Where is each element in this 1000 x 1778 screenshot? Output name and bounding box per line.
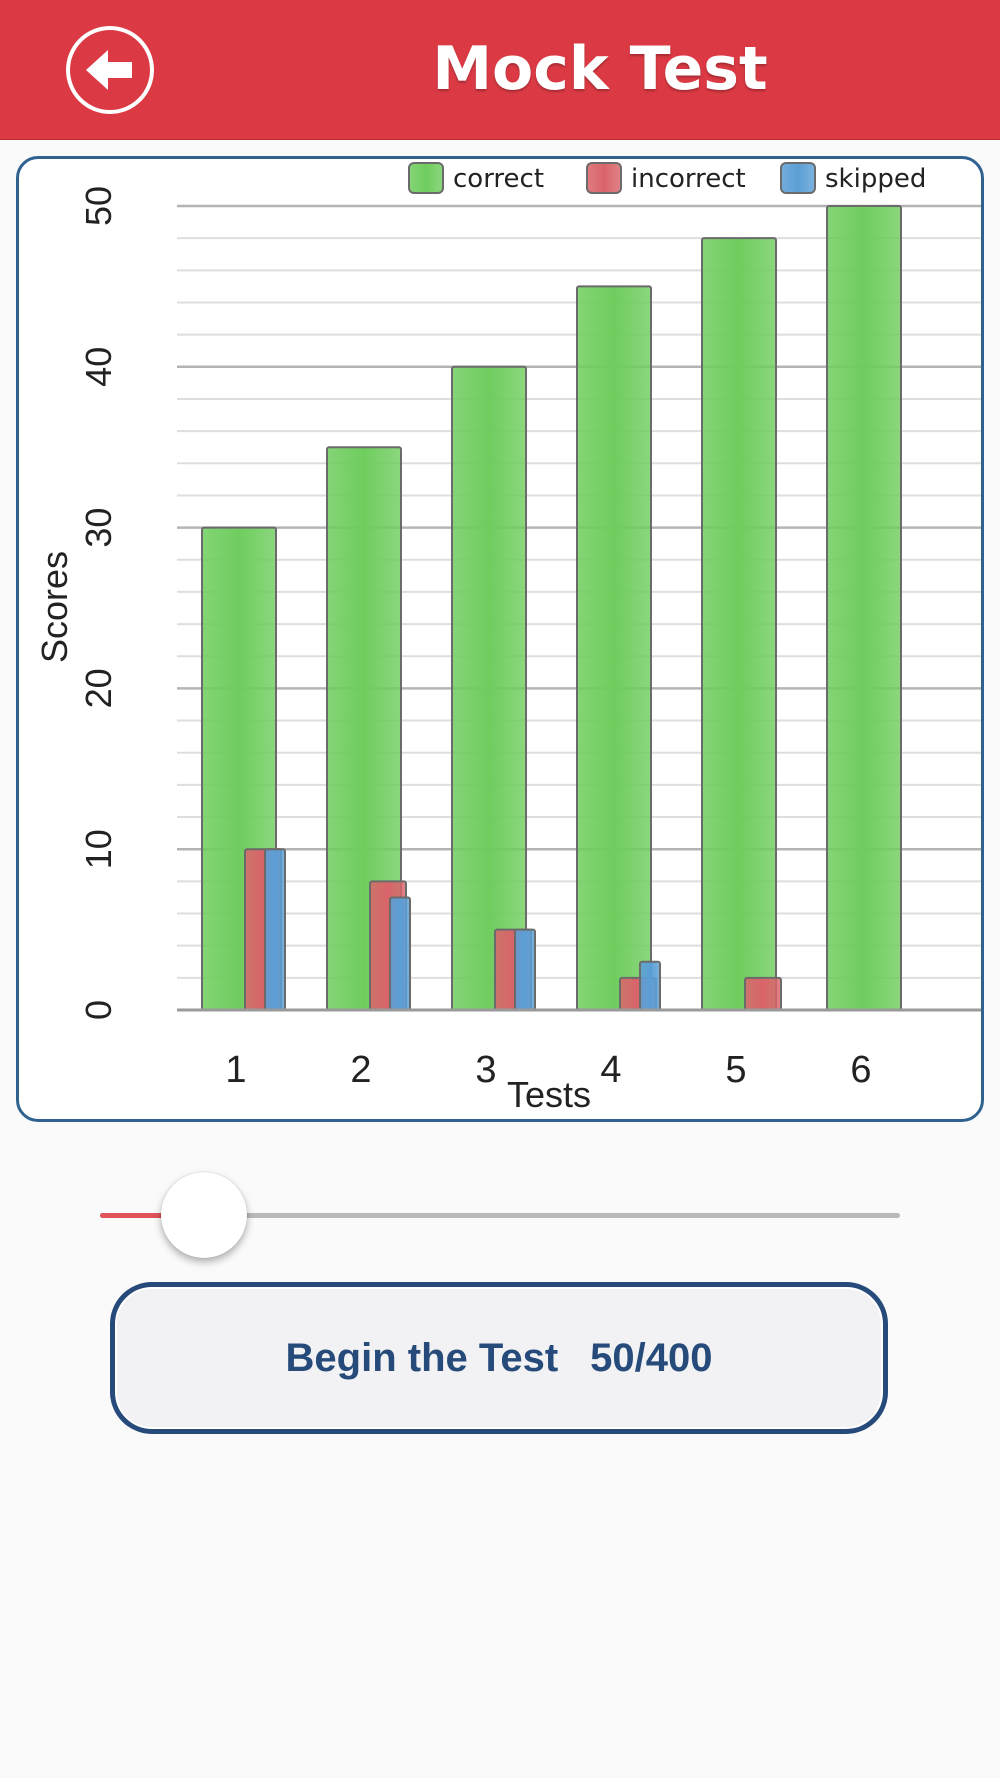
x-tick-label: 1 [225,1049,246,1091]
x-axis-label: Tests [507,1074,591,1115]
bar-chart-svg: 0 10 20 30 40 50 Scores 1 2 3 4 5 6 Tests correct incor… [34,162,981,1115]
legend-swatch-incorrect [586,162,622,194]
x-tick-label: 4 [600,1049,621,1091]
x-tick-label: 6 [850,1049,871,1091]
legend-label-correct: correct [453,164,544,194]
y-tick-label: 20 [78,668,119,708]
x-tick-label: 2 [350,1049,371,1091]
bar-correct [451,365,527,1012]
arrow-left-icon [86,50,132,90]
bar-skipped [389,896,411,1011]
test-slider[interactable] [100,1170,900,1260]
x-tick-label: 3 [475,1049,496,1091]
bar-skipped [514,928,536,1011]
begin-test-button[interactable]: Begin the Test 50/400 [110,1282,888,1434]
legend-swatch-skipped [780,162,816,194]
y-tick-label: 10 [78,829,119,869]
page-title: Mock Test [432,34,768,104]
slider-thumb[interactable] [161,1172,247,1258]
y-tick-label: 40 [78,347,119,387]
legend-label-incorrect: incorrect [631,164,746,194]
back-button[interactable] [66,26,154,114]
scores-chart: 0 10 20 30 40 50 Scores 1 2 3 4 5 6 Tests correct incor… [16,156,984,1122]
bar-skipped [264,848,286,1012]
y-axis-label: Scores [34,551,75,663]
y-tick-label: 50 [78,186,119,226]
bar-skipped [639,960,661,1012]
legend-label-skipped: skipped [825,164,926,194]
bar-incorrect [744,976,782,1012]
bar-correct [701,237,777,1012]
x-tick-label: 5 [725,1049,746,1091]
legend-swatch-correct [408,162,444,194]
y-tick-label: 0 [78,1000,119,1020]
question-count: 50/400 [590,1335,713,1380]
header-bar: Mock Test [0,0,1000,140]
y-tick-label: 30 [78,508,119,548]
slider-fill [100,1213,204,1218]
bar-correct [576,285,652,1011]
begin-test-label: Begin the Test [285,1335,559,1380]
bar-correct [826,205,902,1011]
slider-track [100,1213,900,1218]
